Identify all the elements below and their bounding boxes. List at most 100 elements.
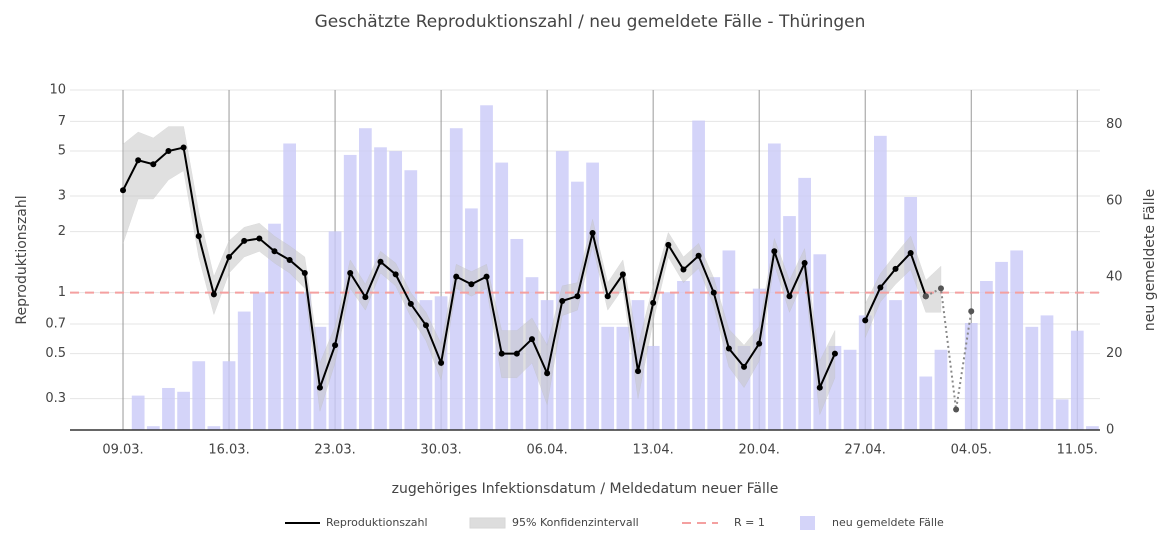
bar [177, 391, 190, 430]
point [498, 350, 505, 357]
bar [131, 395, 145, 430]
bar [980, 281, 993, 430]
point [210, 291, 217, 298]
point [589, 229, 596, 236]
point [150, 161, 157, 168]
point [937, 285, 944, 292]
y-tick-label: 5 [58, 144, 66, 159]
bar [889, 300, 902, 430]
point [877, 284, 884, 291]
legend-label: neu gemeldete Fälle [832, 516, 944, 529]
point [786, 293, 793, 300]
point [559, 297, 566, 304]
y-tick-label: 1 [58, 285, 66, 300]
line [122, 146, 836, 392]
bar [843, 349, 857, 430]
y2-axis-label: neu gemeldete Fälle [1142, 189, 1158, 331]
bar [298, 292, 312, 430]
y-tick-label: 10 [49, 83, 66, 98]
bar [1010, 250, 1024, 430]
bar [465, 208, 478, 430]
confidence-band [122, 126, 836, 415]
point [680, 266, 687, 273]
point [741, 363, 748, 370]
y-axis-label: Reproduktionszahl [14, 195, 30, 324]
point [604, 293, 611, 300]
point [725, 345, 732, 352]
y2-tick-label: 0 [1106, 423, 1114, 438]
point [120, 187, 127, 194]
point [907, 249, 914, 256]
point [165, 148, 172, 155]
bar [919, 376, 933, 430]
point [135, 157, 142, 164]
y2-tick-label: 40 [1106, 270, 1123, 285]
point [422, 322, 429, 329]
point [756, 340, 763, 347]
point [180, 144, 187, 151]
bar [646, 345, 660, 430]
bar [283, 143, 296, 430]
bar [146, 426, 160, 430]
x-tick-label: 13.04. [632, 443, 673, 458]
bar [1025, 326, 1039, 430]
bar [904, 196, 918, 430]
bar [374, 147, 387, 430]
x-tick-label: 30.03. [420, 443, 461, 458]
point [226, 253, 233, 260]
point [468, 281, 475, 288]
bar [934, 349, 948, 430]
point [528, 336, 535, 343]
point [377, 258, 384, 265]
point [347, 270, 354, 277]
point [453, 273, 460, 280]
point [892, 265, 899, 272]
point [392, 271, 399, 278]
y-tick-label: 7 [58, 114, 66, 129]
legend-bar [800, 516, 815, 530]
x-tick-label: 27.04. [845, 443, 886, 458]
point [544, 370, 551, 377]
legend-label: R = 1 [734, 516, 765, 529]
point [301, 270, 308, 277]
y-tick-label: 0.3 [45, 391, 66, 406]
point [665, 241, 672, 248]
bar [858, 315, 872, 430]
bar [207, 426, 221, 430]
bar [601, 326, 615, 430]
y-tick-label: 2 [58, 224, 66, 239]
point [483, 273, 490, 280]
legend-band [469, 517, 506, 529]
bar [586, 162, 599, 430]
bar [1070, 330, 1084, 430]
chart-title: Geschätzte Reproduktionszahl / neu gemel… [315, 12, 866, 32]
bar [964, 323, 978, 430]
bar [1086, 426, 1099, 430]
bar [1055, 399, 1069, 430]
x-tick-label: 16.03. [208, 443, 249, 458]
bar [661, 292, 675, 430]
y-tick-label: 3 [58, 188, 66, 203]
point [438, 359, 445, 366]
legend-label: Reproduktionszahl [326, 516, 428, 529]
bar [237, 311, 251, 430]
point [241, 237, 248, 244]
bar [343, 154, 357, 430]
bar [268, 223, 281, 430]
point [695, 252, 702, 259]
point [922, 293, 929, 300]
bar [222, 361, 236, 430]
x-tick-label: 06.04. [526, 443, 567, 458]
point [816, 384, 823, 391]
y2-tick-label: 80 [1106, 117, 1123, 132]
x-tick-label: 20.04. [739, 443, 780, 458]
point [316, 384, 323, 391]
y-tick-label: 0.5 [45, 346, 66, 361]
point [513, 350, 520, 357]
point [407, 300, 414, 307]
bar [495, 162, 509, 430]
bar [1040, 315, 1054, 430]
point [256, 235, 263, 242]
point [635, 368, 642, 375]
